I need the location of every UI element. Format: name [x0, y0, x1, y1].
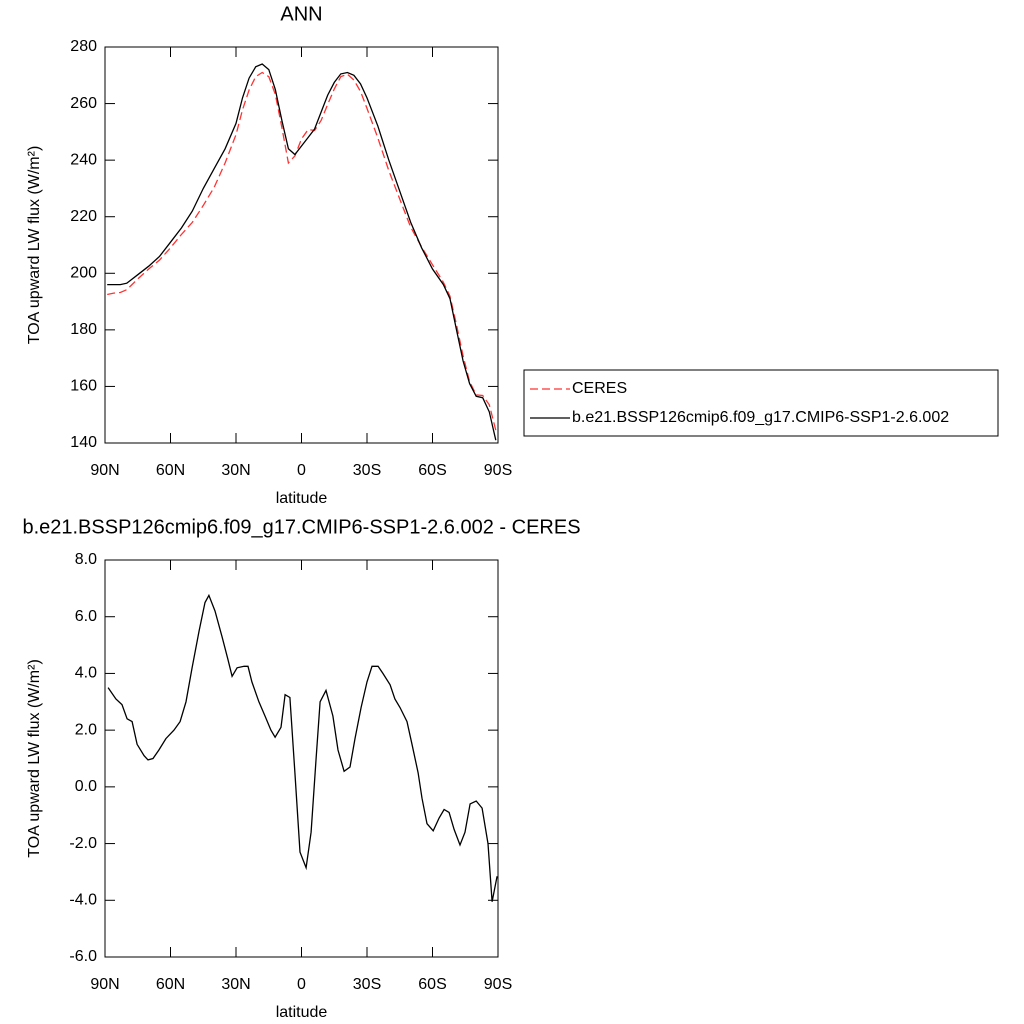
data-line — [107, 63, 497, 441]
y-tick-label: 240 — [70, 151, 97, 168]
plot-frame — [104, 46, 499, 444]
x-tick-label: 90N — [90, 462, 119, 479]
y-tick-label: 280 — [70, 38, 97, 55]
x-tick-label: 0 — [297, 976, 306, 993]
y-tick-label: -6.0 — [69, 948, 97, 965]
y-tick-label: 180 — [70, 321, 97, 338]
y-tick-label: 0.0 — [75, 778, 97, 795]
x-tick-label: 60S — [418, 462, 446, 479]
data-line — [107, 71, 497, 431]
data-line — [107, 593, 498, 902]
x-tick-label: 90S — [484, 976, 512, 993]
y-axis-label: TOA upward LW flux (W/m²) — [26, 659, 43, 858]
y-axis-label: TOA upward LW flux (W/m²) — [26, 146, 43, 345]
x-tick-label: 90S — [484, 462, 512, 479]
y-tick-label: -2.0 — [69, 835, 97, 852]
x-tick-label: 30S — [353, 976, 381, 993]
chart-title: b.e21.BSSP126cmip6.f09_g17.CMIP6-SSP1-2.… — [22, 516, 580, 538]
y-tick-label: 4.0 — [75, 665, 97, 682]
x-tick-label: 0 — [297, 462, 306, 479]
y-tick-label: 8.0 — [75, 551, 97, 568]
x-tick-label: 90N — [90, 976, 119, 993]
x-tick-label: 60N — [156, 976, 185, 993]
y-tick-label: -4.0 — [69, 892, 97, 909]
legend-label: b.e21.BSSP126cmip6.f09_g17.CMIP6-SSP1-2.… — [572, 409, 949, 426]
y-tick-label: 260 — [70, 95, 97, 112]
y-tick-label: 2.0 — [75, 721, 97, 738]
chart-title: ANN — [280, 3, 322, 25]
x-axis-label: latitude — [276, 1004, 328, 1021]
y-tick-label: 220 — [70, 208, 97, 225]
x-tick-label: 30S — [353, 462, 381, 479]
x-tick-label: 30N — [221, 976, 250, 993]
y-tick-label: 140 — [70, 434, 97, 451]
x-axis-label: latitude — [276, 490, 328, 507]
x-tick-label: 60S — [418, 976, 446, 993]
x-tick-label: 30N — [221, 462, 250, 479]
x-tick-label: 60N — [156, 462, 185, 479]
y-tick-label: 200 — [70, 265, 97, 282]
legend-label: CERES — [572, 380, 627, 397]
y-tick-label: 6.0 — [75, 608, 97, 625]
legend-box — [523, 369, 999, 437]
plot-frame — [104, 559, 499, 958]
y-tick-label: 160 — [70, 378, 97, 395]
